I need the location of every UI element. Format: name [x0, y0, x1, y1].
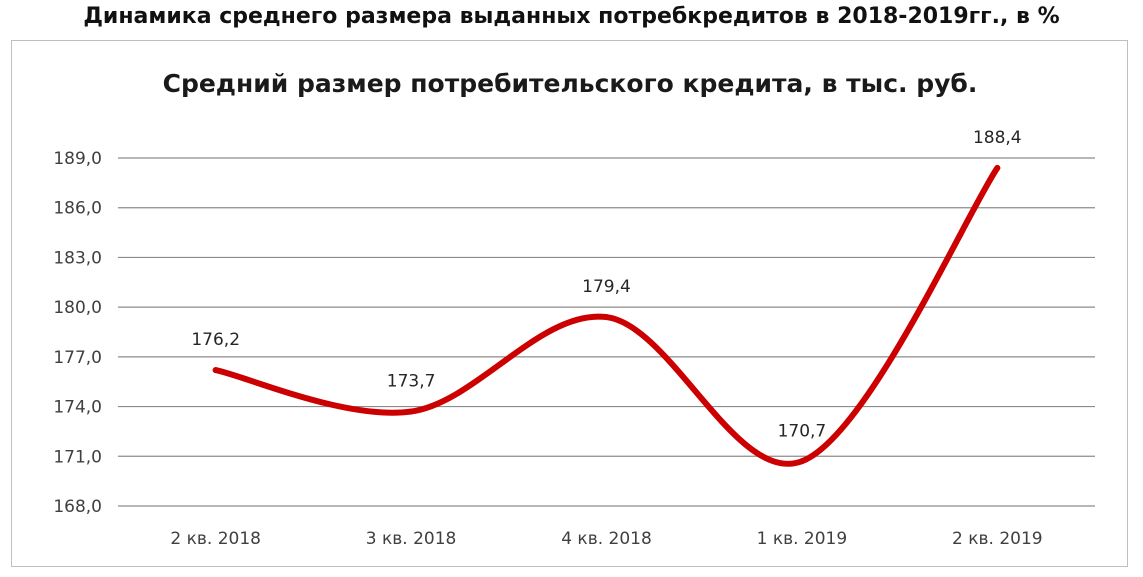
page-title: Динамика среднего размера выданных потре…: [83, 4, 1060, 29]
x-tick-label: 2 кв. 2019: [952, 529, 1043, 549]
data-labels: 176,2 173,7 179,4 170,7 188,4: [191, 128, 1021, 441]
y-tick-label: 177,0: [53, 348, 102, 368]
x-tick-label: 1 кв. 2019: [757, 529, 848, 549]
data-label: 170,7: [778, 421, 827, 441]
x-tick-label: 3 кв. 2018: [366, 529, 457, 549]
y-axis-ticks: 168,0 171,0 174,0 177,0 180,0 183,0 186,0 189,0: [53, 149, 102, 517]
x-tick-label: 2 кв. 2018: [170, 529, 261, 549]
data-point: [798, 458, 805, 465]
y-tick-label: 183,0: [53, 248, 102, 268]
y-tick-label: 180,0: [53, 298, 102, 318]
x-tick-label: 4 кв. 2018: [561, 529, 652, 549]
data-label: 179,4: [582, 277, 631, 297]
x-axis-ticks: 2 кв. 2018 3 кв. 2018 4 кв. 2018 1 кв. 2019…: [170, 529, 1042, 549]
data-label: 173,7: [387, 372, 436, 392]
grid-lines: [118, 157, 1095, 507]
data-label: 176,2: [191, 330, 240, 350]
series-line: [212, 164, 1001, 467]
chart-title: Средний размер потребительского кредита,…: [163, 69, 978, 98]
series-layer: [212, 164, 1001, 467]
data-point: [603, 314, 610, 321]
y-tick-label: 189,0: [53, 149, 102, 169]
y-tick-label: 174,0: [53, 398, 102, 418]
data-point: [212, 367, 219, 374]
data-point: [994, 164, 1001, 171]
y-tick-label: 186,0: [53, 199, 102, 219]
y-tick-label: 171,0: [53, 447, 102, 467]
chart-frame: [11, 40, 1128, 567]
data-label: 188,4: [973, 128, 1022, 148]
y-tick-label: 168,0: [53, 497, 102, 517]
data-point: [408, 408, 415, 415]
